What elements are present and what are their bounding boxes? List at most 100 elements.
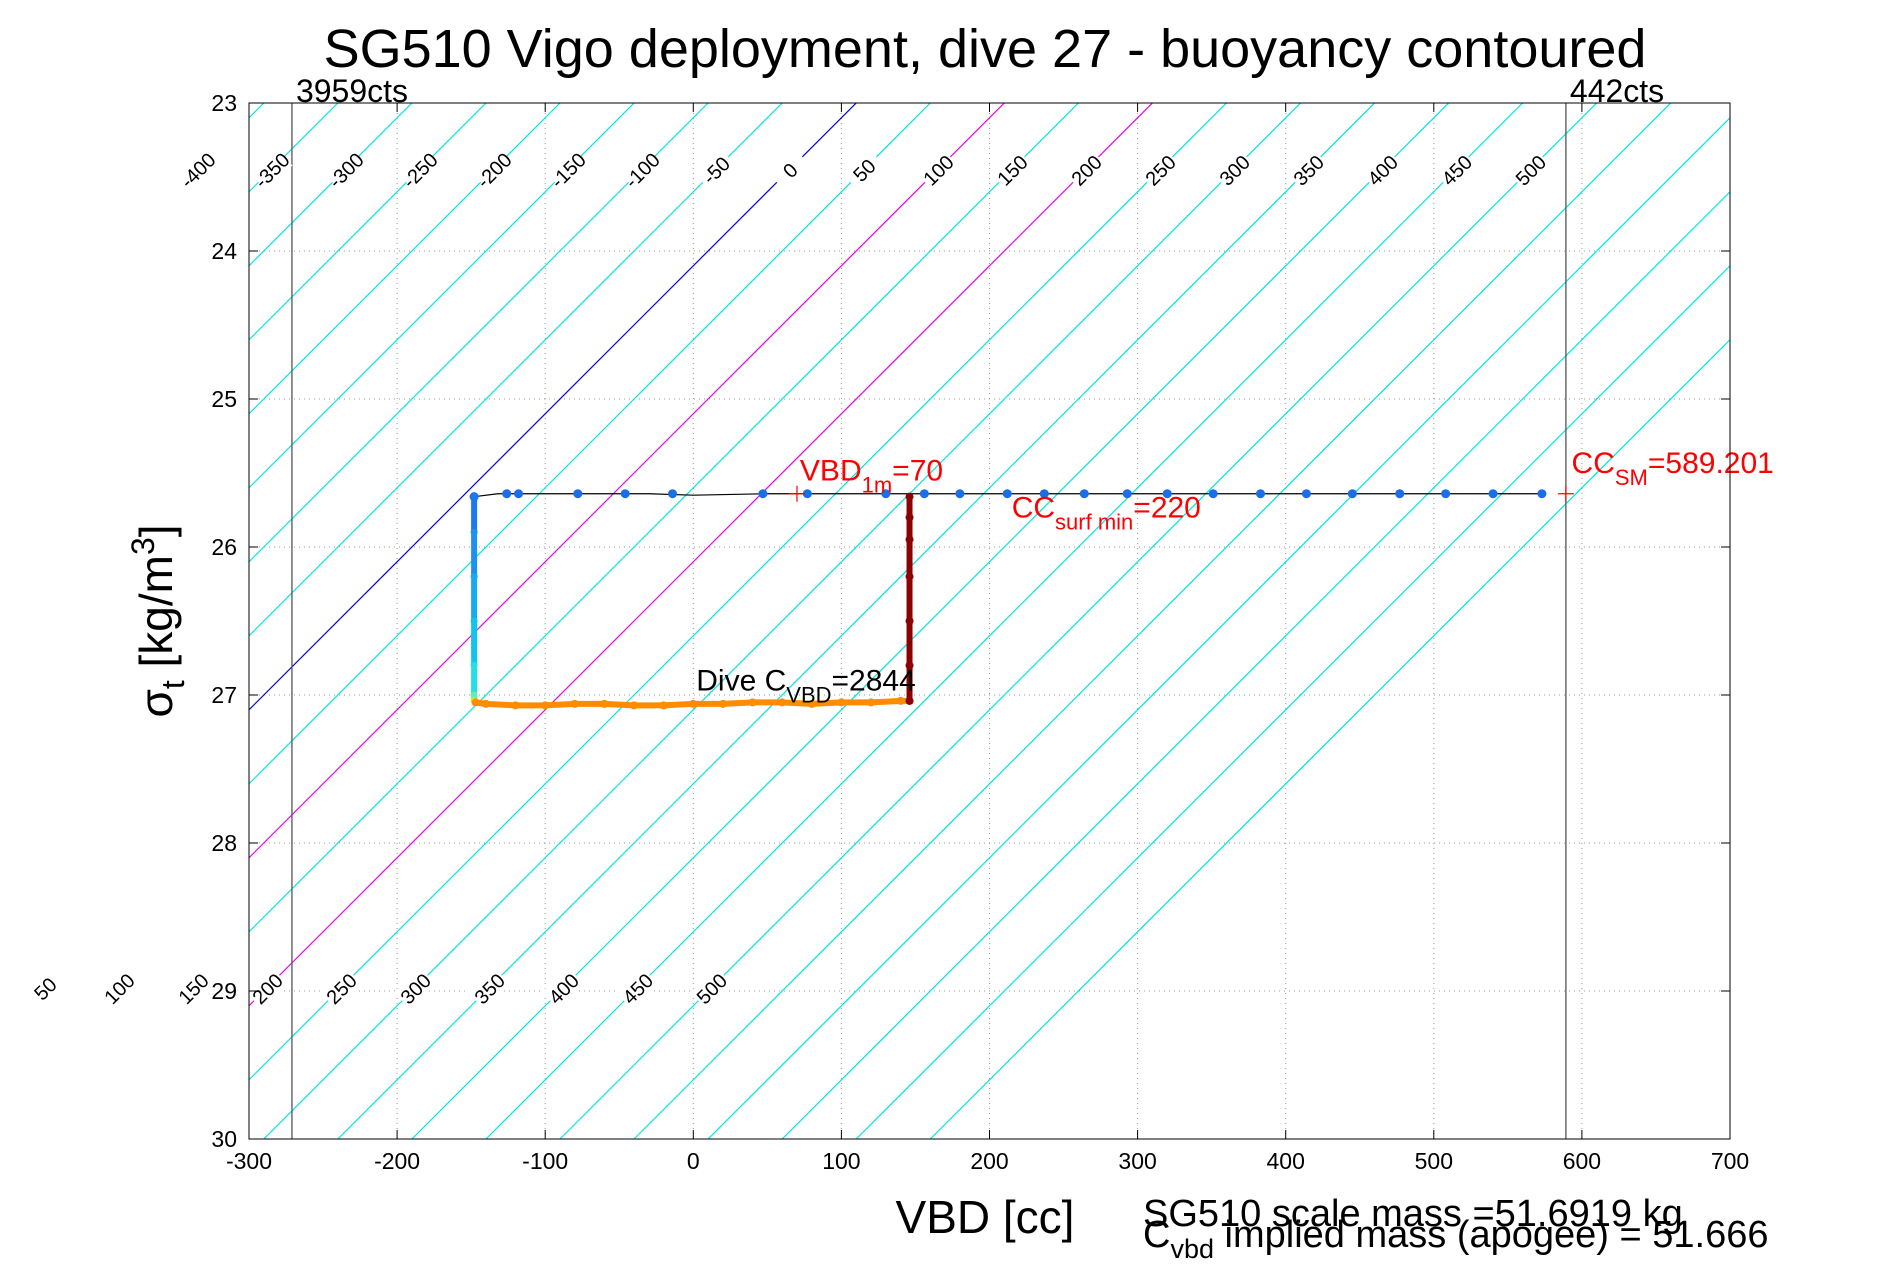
annotation-part: VBD: [786, 683, 831, 708]
contour-label-top-bg: [546, 148, 589, 191]
annotation-part: =2844: [832, 665, 916, 698]
buoyancy-contour-400: [411, 103, 1450, 1139]
buoyancy-contour-550: [633, 103, 1672, 1139]
surface-point: [1301, 489, 1311, 499]
chart-title: SG510 Vigo deployment, dive 27 - buoyanc…: [324, 19, 1647, 79]
trajectory-point: [659, 701, 668, 710]
contour-label-top-bg: [398, 148, 441, 191]
trajectory-point: [867, 698, 876, 707]
descent-point: [470, 661, 478, 669]
y-tick-label: 27: [211, 682, 237, 708]
x-axis-label: VBD [cc]: [896, 1191, 1075, 1243]
surface-point: [620, 489, 630, 499]
trajectory-point: [896, 696, 905, 705]
buoyancy-contour--250: [249, 103, 487, 341]
trajectory-point: [905, 696, 914, 705]
contour-label-top-bg: [250, 148, 293, 191]
x-tick-label: -200: [374, 1148, 420, 1174]
buoyancy-contour-50: [249, 103, 931, 785]
contour-label-top-bg: [694, 148, 737, 191]
contour-label-top: 450: [1438, 151, 1477, 190]
contour-label-top: -400: [177, 149, 221, 193]
contour-label-bottom-bg: [689, 966, 733, 1010]
contour-label-bottom-bg: [393, 966, 437, 1010]
contour-label-bottom: 150: [175, 970, 214, 1009]
contour-label-top: 150: [994, 151, 1033, 190]
contour-label-top-bg: [324, 148, 367, 191]
trajectory-point: [905, 617, 914, 625]
surface-point: [955, 489, 965, 499]
surface-point: [1162, 489, 1172, 499]
x-tick-label: 600: [1563, 1148, 1601, 1174]
trajectory-point: [600, 699, 609, 708]
contour-label-bottom: 350: [471, 970, 510, 1009]
surface-point: [1347, 489, 1357, 499]
y-axis-label-group: σt [kg/m3]: [125, 524, 191, 717]
contour-label-top: 200: [1068, 151, 1107, 190]
surface-point: [573, 489, 583, 499]
annotation-part: 1m: [862, 472, 893, 497]
limit-label: 442cts: [1570, 73, 1664, 109]
y-axis-subscript: t: [155, 680, 191, 689]
annotation-part: =589.201: [1648, 447, 1774, 480]
trajectory-point: [905, 492, 914, 501]
surface-point: [502, 489, 512, 499]
contour-label-top-bg: [175, 148, 219, 191]
annotation-part: surf min: [1055, 509, 1133, 534]
contour-label-top: -350: [251, 149, 295, 193]
contour-label-top: -200: [473, 149, 517, 193]
footer-c-symbol: C: [1143, 1214, 1170, 1256]
annotation-part: Dive C: [696, 665, 786, 698]
trajectory-point: [689, 699, 698, 708]
surface-point: [881, 489, 891, 499]
descent-point: [470, 528, 478, 536]
buoyancy-contour-700: [855, 264, 1730, 1139]
annotation: Dive CVBD=2844: [696, 665, 916, 708]
x-tick-label: 200: [970, 1148, 1008, 1174]
buoyancy-contour-650: [781, 190, 1730, 1139]
trajectory-point: [748, 698, 757, 707]
x-tick-label: -100: [522, 1148, 568, 1174]
contour-label-bottom: 500: [693, 970, 732, 1009]
buoyancy-contour-600: [707, 116, 1730, 1139]
descent-point: [470, 691, 478, 699]
descent-point: [470, 493, 478, 501]
y-axis-superscript: 3: [125, 537, 161, 555]
surface-point: [1395, 489, 1405, 499]
buoyancy-contour-750: [929, 338, 1730, 1139]
contour-label-bottom: 400: [545, 970, 584, 1009]
surface-point: [514, 489, 524, 499]
contour-label-top: -100: [621, 149, 665, 193]
contour-label-bottom: 300: [397, 970, 436, 1009]
buoyancy-contour--100: [249, 103, 709, 563]
trajectory-point: [481, 699, 490, 708]
x-tick-label: 100: [822, 1148, 860, 1174]
annotation-part: =70: [892, 454, 943, 487]
y-tick-label: 24: [211, 238, 237, 264]
surface-point: [1441, 489, 1451, 499]
contour-label-bottom-bg: [245, 966, 288, 1010]
surface-point: [1256, 489, 1266, 499]
buoyancy-contour--150: [249, 103, 635, 489]
contour-label-top-bg: [768, 148, 811, 191]
buoyancy-contour-200: [249, 103, 1153, 1007]
buoyancy-contour-500: [559, 103, 1598, 1139]
surface-point: [1002, 489, 1012, 499]
trajectory-point: [630, 701, 639, 710]
contour-label-top: -150: [547, 149, 591, 193]
contour-label-top-bg: [620, 148, 663, 191]
contour-label-top-bg: [1508, 148, 1552, 191]
contour-label-top-bg: [1434, 148, 1478, 191]
contour-layer: [249, 103, 1730, 1139]
contour-label-bottom-bg: [97, 966, 140, 1010]
contour-label-top-bg: [1064, 148, 1107, 191]
annotation-part: SM: [1615, 465, 1648, 490]
surface-point: [1122, 489, 1132, 499]
contour-label-bottom-bg: [23, 966, 66, 1010]
buoyancy-contour-300: [263, 103, 1301, 1139]
limit-label: 3959cts: [296, 73, 408, 109]
contour-label-top: 500: [1512, 151, 1551, 190]
contour-label-top-bg: [1212, 148, 1256, 191]
surface-point: [919, 489, 929, 499]
